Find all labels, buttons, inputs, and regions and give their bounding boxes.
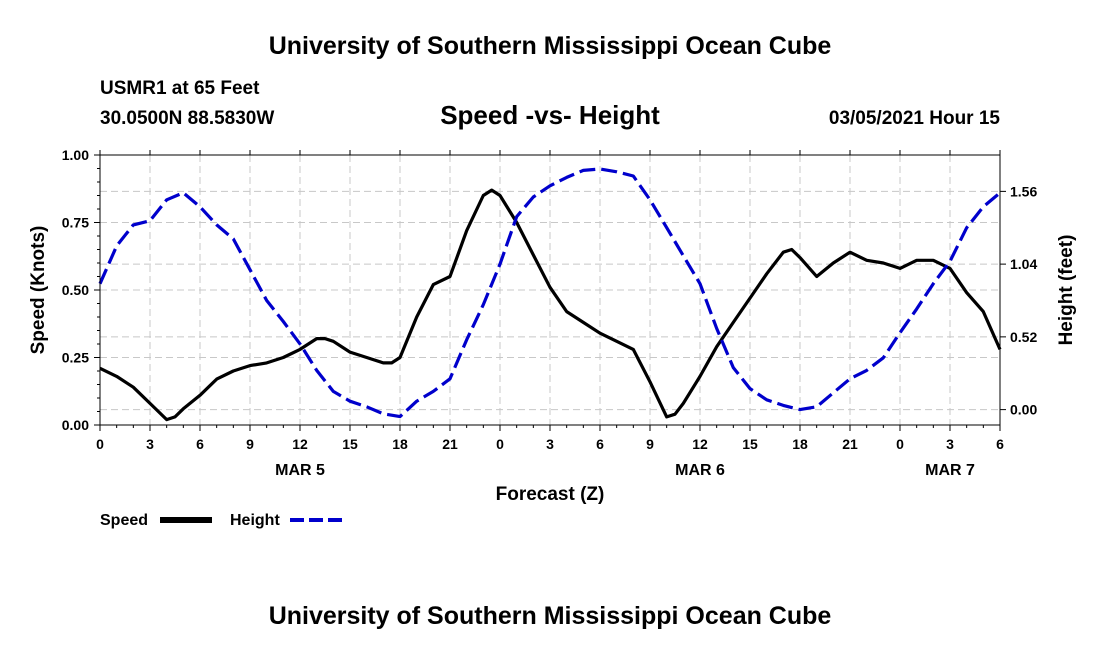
grid bbox=[100, 155, 1000, 425]
day-label: MAR 7 bbox=[925, 462, 975, 479]
x-tick-label: 9 bbox=[646, 436, 654, 452]
chart-title: Speed -vs- Height bbox=[440, 100, 660, 130]
x-tick-label: 15 bbox=[742, 436, 758, 452]
legend: Speed Height bbox=[100, 512, 342, 529]
y2-tick-label: 0.52 bbox=[1010, 329, 1037, 345]
x-tick-label: 21 bbox=[842, 436, 858, 452]
x-axis-label: Forecast (Z) bbox=[496, 484, 605, 505]
x-tick-label: 18 bbox=[392, 436, 408, 452]
x-tick-label: 6 bbox=[596, 436, 604, 452]
x-tick-label: 21 bbox=[442, 436, 458, 452]
axes: 0 3 6 9 12 15 18 21 0 3 6 9 12 15 18 21 0 3 6 MAR 5 MAR 6 MAR… bbox=[62, 147, 1038, 479]
x-tick-label: 0 bbox=[96, 436, 104, 452]
y-tick-label: 0.00 bbox=[62, 417, 89, 433]
y-tick-label: 0.50 bbox=[62, 282, 89, 298]
y2-tick-label: 1.04 bbox=[1010, 256, 1037, 272]
x-tick-label: 0 bbox=[496, 436, 504, 452]
x-tick-label: 3 bbox=[946, 436, 954, 452]
y-tick-label: 0.25 bbox=[62, 350, 89, 366]
y2-tick-label: 0.00 bbox=[1010, 402, 1037, 418]
x-tick-label: 3 bbox=[546, 436, 554, 452]
x-tick-label: 9 bbox=[246, 436, 254, 452]
series-line-height bbox=[98, 167, 1002, 419]
legend-height-label: Height bbox=[230, 512, 280, 529]
top-title: University of Southern Mississippi Ocean… bbox=[269, 32, 832, 60]
series-group bbox=[98, 167, 1002, 422]
y-tick-label: 0.75 bbox=[62, 215, 89, 231]
x-tick-label: 6 bbox=[996, 436, 1004, 452]
bottom-title: University of Southern Mississippi Ocean… bbox=[269, 602, 832, 630]
x-tick-label: 6 bbox=[196, 436, 204, 452]
x-tick-label: 3 bbox=[146, 436, 154, 452]
day-label: MAR 5 bbox=[275, 462, 325, 479]
y2-axis-label: Height (feet) bbox=[1056, 235, 1077, 346]
coords-label: 30.0500N 88.5830W bbox=[100, 108, 274, 129]
x-tick-label: 12 bbox=[292, 436, 308, 452]
x-tick-label: 0 bbox=[896, 436, 904, 452]
station-label: USMR1 at 65 Feet bbox=[100, 78, 260, 99]
legend-speed-label: Speed bbox=[100, 512, 148, 529]
y2-tick-label: 1.56 bbox=[1010, 183, 1037, 199]
x-tick-label: 15 bbox=[342, 436, 358, 452]
day-label: MAR 6 bbox=[675, 462, 725, 479]
y-axis-label: Speed (Knots) bbox=[28, 226, 49, 355]
run-time-label: 03/05/2021 Hour 15 bbox=[829, 108, 1001, 129]
y-tick-label: 1.00 bbox=[62, 147, 89, 163]
x-tick-label: 18 bbox=[792, 436, 808, 452]
x-tick-label: 12 bbox=[692, 436, 708, 452]
series-line-speed bbox=[99, 188, 1002, 422]
